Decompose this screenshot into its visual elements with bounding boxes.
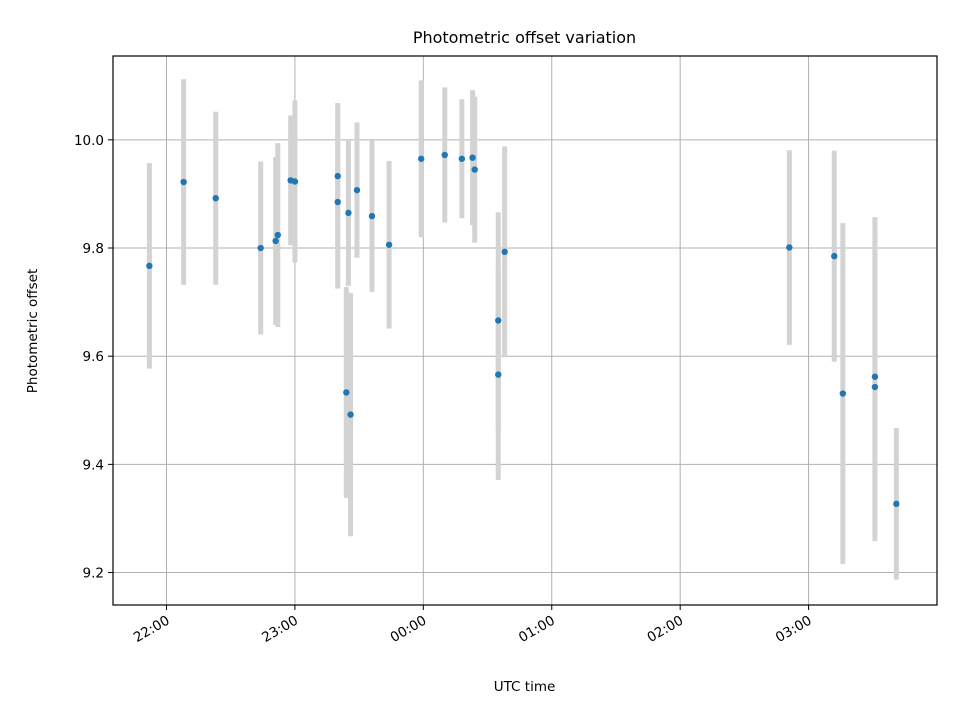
y-axis: 9.2 9.4 9.6 9.8 10.0 — [74, 133, 113, 582]
x-axis-label: UTC time — [494, 679, 556, 695]
y-tick-label: 9.2 — [83, 566, 104, 582]
data-point — [272, 237, 279, 245]
data-point — [871, 373, 879, 380]
data-point — [831, 252, 838, 260]
data-point — [871, 383, 879, 391]
data-point — [495, 317, 502, 324]
data-point — [334, 198, 341, 206]
data-point — [458, 155, 466, 162]
data-point — [353, 186, 361, 194]
chart-title: Photometric offset variation — [413, 28, 636, 47]
y-tick-label: 9.4 — [83, 457, 104, 473]
data-point — [501, 248, 508, 256]
data-point — [274, 231, 281, 239]
data-point — [345, 209, 352, 217]
data-point — [146, 262, 153, 270]
data-point — [471, 166, 478, 173]
data-point — [291, 178, 299, 185]
y-tick-label: 9.8 — [83, 241, 104, 257]
data-point — [839, 390, 847, 397]
y-axis-label: Photometric offset — [25, 269, 41, 393]
data-point — [417, 155, 425, 162]
plot-frame — [112, 55, 938, 606]
data-point — [343, 389, 350, 396]
data-point — [334, 172, 341, 180]
data-point — [212, 195, 219, 202]
data-point — [469, 154, 476, 161]
data-point — [786, 244, 793, 251]
data-point — [385, 241, 393, 248]
data-point — [893, 500, 900, 508]
data-point — [441, 151, 448, 159]
y-tick-label: 10.0 — [74, 133, 104, 149]
data-point — [368, 212, 376, 220]
data-point — [180, 178, 187, 186]
data-point — [257, 244, 264, 252]
data-point — [347, 411, 354, 418]
y-tick-label: 9.6 — [83, 349, 104, 365]
data-point — [495, 371, 502, 378]
data-points — [146, 151, 900, 508]
